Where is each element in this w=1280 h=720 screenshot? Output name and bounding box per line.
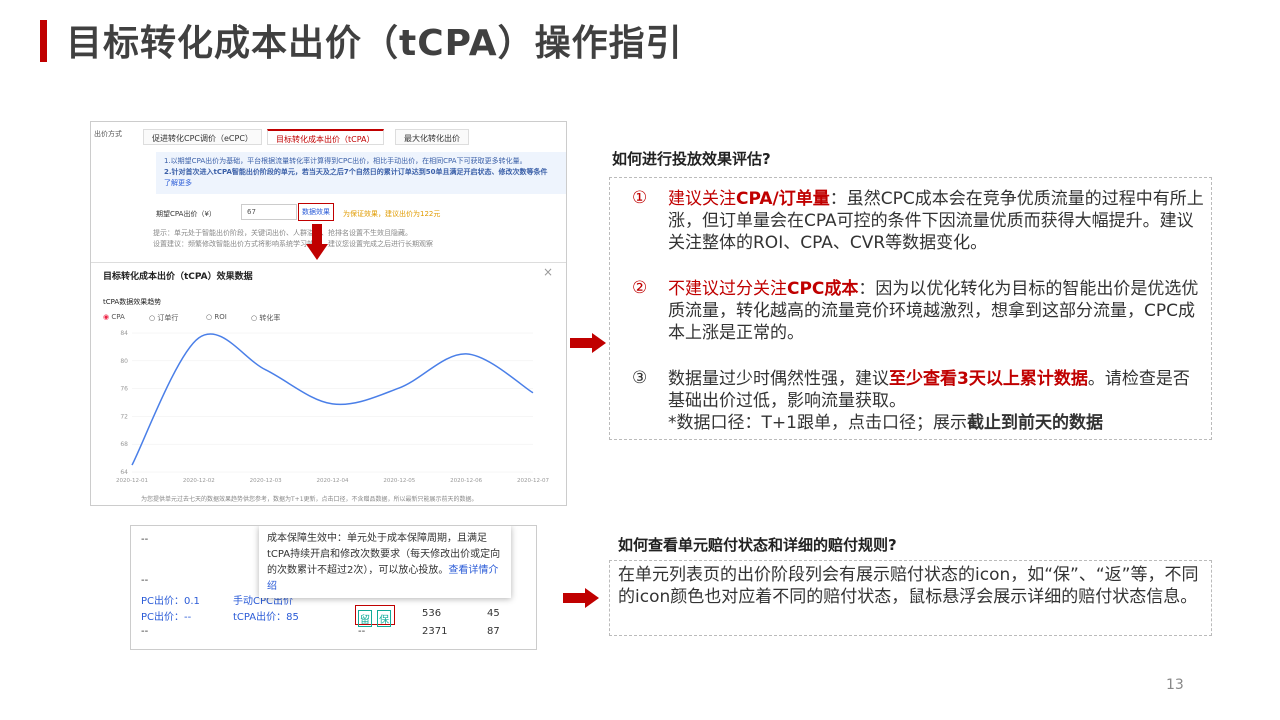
cell: 2371 xyxy=(422,626,448,637)
metric: 订单行 xyxy=(157,314,179,322)
evaluation-box xyxy=(609,177,1212,440)
tab[interactable]: 最大化转化出价 xyxy=(395,129,469,145)
bid-screenshot: 出价方式 促进转化CPC调价（eCPC） 目标转化成本出价（tCPA） 最大化转… xyxy=(90,121,567,506)
slide-title: 目标转化成本出价（tCPA）操作指引 xyxy=(66,23,683,64)
bid-label: 出价方式 xyxy=(94,130,122,138)
arrow-right xyxy=(570,333,606,353)
emphasis: CPC成本 xyxy=(787,279,859,299)
section-heading: 如何进行投放效果评估? xyxy=(612,150,771,168)
popup-footer: 为您提供单元过去七天的数据效果趋势供您参考，数据为T+1更新，点击口径，不含赠品… xyxy=(141,496,478,503)
compensation-box xyxy=(609,560,1212,636)
cell: tCPA出价：85 xyxy=(233,612,299,623)
info-line: 2.针对首次进入tCPA智能出价阶段的单元，若当天及之后7个自然日的累计订单达到… xyxy=(164,168,548,176)
cell: -- xyxy=(141,626,149,637)
metric-option[interactable]: ○ ROI xyxy=(206,313,227,321)
marker: ③ xyxy=(632,368,648,388)
cell: -- xyxy=(141,575,149,586)
cpa-label: 期望CPA出价（¥） xyxy=(156,210,216,218)
note-emphasis: 截止到前天的数据 xyxy=(966,413,1103,433)
tab[interactable]: 目标转化成本出价（tCPA） xyxy=(267,129,384,145)
arrow-down xyxy=(306,224,328,260)
compensation-text: 在单元列表页的出价阶段列会有展示赔付状态的icon，如“保”、“返”等，不同的i… xyxy=(618,565,1199,607)
tab[interactable]: 促进转化CPC调价（eCPC） xyxy=(143,129,262,145)
section-heading: 如何查看单元赔付状态和详细的赔付规则? xyxy=(618,536,897,554)
item-text: 建议关注CPA/订单量：虽然CPC成本会在竞争优质流量的过程中有所上涨，但订单量… xyxy=(668,188,1206,254)
item-text: 不建议过分关注CPC成本：因为以优化转化为目标的智能出价是优选优质流量，转化越高… xyxy=(668,278,1206,344)
close-button[interactable]: × xyxy=(543,265,554,279)
info-box: 1.以期望CPA出价为基础，平台根据流量转化率计算得到CPC出价，相比手动出价，… xyxy=(156,152,566,194)
cell: 536 xyxy=(422,608,442,619)
note: 设置建议：频繁修改智能出价方式将影响系统学习效果，建议您设置完成之后进行长期观察 xyxy=(153,240,433,248)
marker: ① xyxy=(632,188,648,208)
tooltip-text: 成本保障生效中：单元处于成本保障周期，且满足tCPA持续开启和修改次数要求（每天… xyxy=(267,533,501,576)
metric: 转化率 xyxy=(259,314,281,322)
y-tick-label: 72 xyxy=(120,413,128,420)
body: ：因为以优化转化为目标的智能出价是优选优质流量，转化越高的流量竞价环境越激烈，想… xyxy=(668,279,1199,343)
cell: -- xyxy=(141,534,149,545)
y-tick-label: 68 xyxy=(120,441,128,448)
body: ：虽然CPC成本会在竞争优质流量的过程中有所上涨，但订单量会在CPA可控的条件下… xyxy=(668,189,1204,253)
marker: ② xyxy=(632,278,648,298)
data-line xyxy=(131,333,534,466)
y-tick-label: 84 xyxy=(120,330,128,337)
tooltip-link[interactable]: 查看详情介绍 xyxy=(267,565,499,592)
tooltip: 成本保障生效中：单元处于成本保障周期，且满足tCPA持续开启和修改次数要求（每天… xyxy=(259,526,511,598)
note: 提示：单元处于智能出价阶段，关键词出价、人群溢价、抢排名设置不生效且隐藏。 xyxy=(153,229,412,237)
metric-option[interactable]: ○ 订单行 xyxy=(149,314,179,322)
x-tick-label: 2020-12-02 xyxy=(183,478,215,484)
body: 数据量过少时偶然性强，建议 xyxy=(668,369,889,389)
emphasis: 至少查看3天以上累计数据 xyxy=(889,369,1088,389)
metric-option[interactable]: ○ 转化率 xyxy=(251,314,281,322)
x-tick-label: 2020-12-03 xyxy=(250,478,282,484)
y-tick-label: 80 xyxy=(120,358,128,365)
emphasis: 不建议过分关注 xyxy=(668,279,787,299)
cell: PC出价：-- xyxy=(141,612,192,623)
effect-popup: 目标转化成本出价（tCPA）效果数据 × tCPA数据效果趋势 ◉ CPA ○ … xyxy=(91,262,566,505)
icon-group: 留 保 xyxy=(355,605,395,627)
note: *数据口径：T+1跟单，点击口径；展示 xyxy=(668,413,967,433)
chart-subtitle: tCPA数据效果趋势 xyxy=(103,298,162,306)
unit-list-screenshot: -- -- PC出价：0.1 手动CPC出价 PC出价：-- tCPA出价：85… xyxy=(130,525,537,650)
metric-option[interactable]: ◉ CPA xyxy=(103,313,125,321)
cell: PC出价：0.1 xyxy=(141,596,200,607)
body: 。请检查是否基础出价过低，影响流量获取。 xyxy=(668,369,1190,411)
x-tick-label: 2020-12-04 xyxy=(317,478,349,484)
y-tick-label: 76 xyxy=(120,386,128,393)
page-number: 13 xyxy=(1166,677,1184,693)
cell: 手动CPC出价 xyxy=(233,596,293,607)
x-tick-label: 2020-12-07 xyxy=(517,478,549,484)
status-icon[interactable]: 留 xyxy=(358,610,372,627)
metric: ROI xyxy=(214,313,227,321)
cpa-input[interactable]: 67 xyxy=(241,204,297,220)
x-tick-label: 2020-12-06 xyxy=(450,478,482,484)
x-tick-label: 2020-12-05 xyxy=(383,478,415,484)
info-line: 1.以期望CPA出价为基础，平台根据流量转化率计算得到CPC出价，相比手动出价，… xyxy=(164,157,527,165)
emphasis: 建议关注 xyxy=(668,189,736,209)
suggestion: 为保证效果，建议出价为122元 xyxy=(343,210,441,218)
cell: -- xyxy=(358,626,366,637)
learn-more[interactable]: 了解更多 xyxy=(164,179,192,187)
x-tick-label: 2020-12-01 xyxy=(116,478,148,484)
cell: 87 xyxy=(487,626,500,637)
status-icon[interactable]: 保 xyxy=(377,610,392,627)
item-text: 数据量过少时偶然性强，建议至少查看3天以上累计数据。请检查是否基础出价过低，影响… xyxy=(668,368,1206,434)
title-bar xyxy=(40,20,47,62)
metric: CPA xyxy=(111,313,125,321)
popup-title: 目标转化成本出价（tCPA）效果数据 xyxy=(103,272,253,282)
emphasis: CPA/订单量 xyxy=(736,189,830,209)
data-button[interactable]: 数据效果 xyxy=(298,203,334,221)
cell: 45 xyxy=(487,608,500,619)
y-tick-label: 64 xyxy=(120,469,128,476)
arrow-right xyxy=(563,588,599,608)
